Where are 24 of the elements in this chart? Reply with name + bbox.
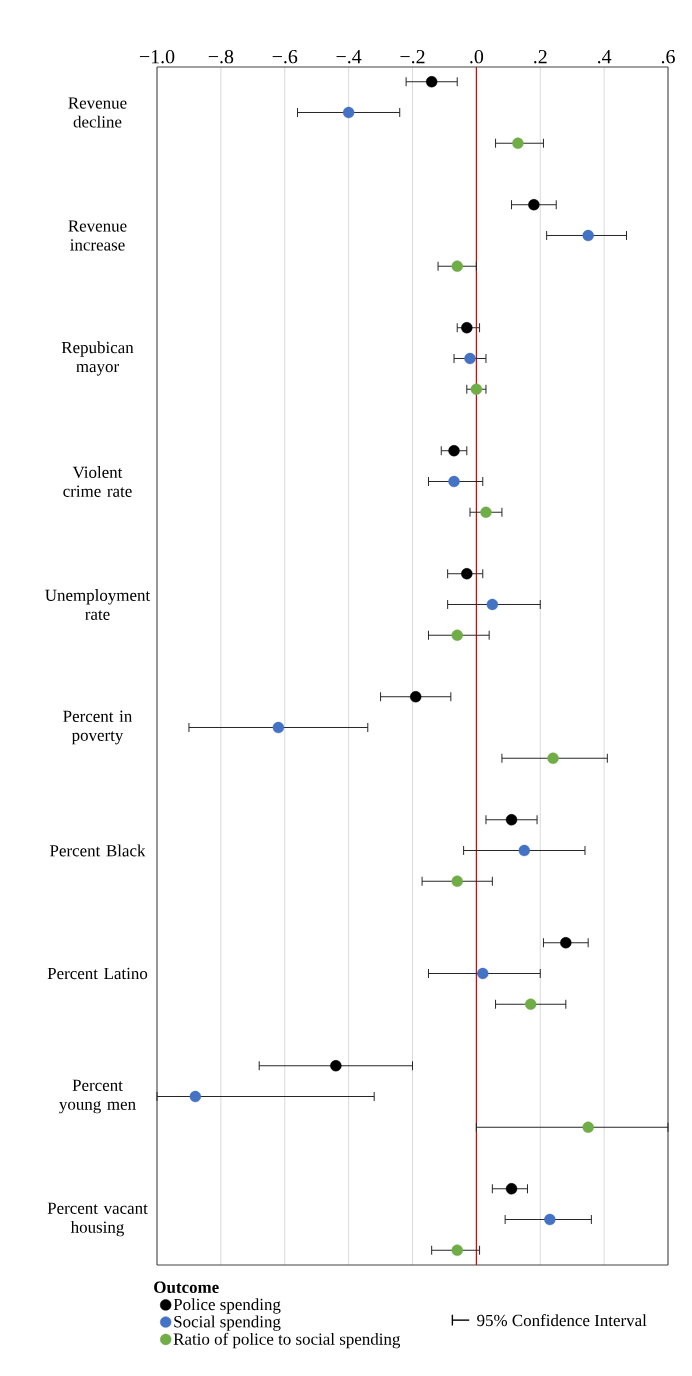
text: 95% Confidence Interval bbox=[477, 1314, 647, 1327]
legend-title: Outcome bbox=[154, 1281, 219, 1293]
y-tick-label: Percent Latino bbox=[47, 967, 148, 980]
y-tick-label: Unemployment rate bbox=[45, 589, 151, 620]
legend-label: Ratio of police to social spending bbox=[173, 1332, 401, 1349]
x-tick-label: .0 bbox=[470, 49, 484, 64]
x-tick-label: −.2 bbox=[400, 49, 425, 64]
x-tick-label: .2 bbox=[534, 49, 547, 64]
y-tick-label: Repubican mayor bbox=[61, 341, 134, 376]
x-tick-label: −.4 bbox=[336, 50, 362, 64]
x-tick-label: −1.0 bbox=[139, 49, 175, 64]
x-tick-label: .6 bbox=[661, 49, 675, 64]
y-tick-label: Revenue decline bbox=[68, 97, 127, 128]
x-tick-label: −.6 bbox=[272, 49, 298, 64]
y-tick-label: Revenue increase bbox=[68, 220, 127, 251]
y-tick-label: Percent in poverty bbox=[63, 710, 133, 745]
legend-label: Social spending bbox=[174, 1315, 281, 1331]
x-tick-label: −.8 bbox=[208, 49, 234, 64]
y-tick-label: Percent Black bbox=[50, 844, 146, 857]
y-tick-label: Percent young men bbox=[59, 1079, 136, 1114]
legend-label: Police spending bbox=[173, 1298, 281, 1314]
y-tick-label: Violent crime rate bbox=[63, 466, 132, 497]
y-tick-label: Percent vacant housing bbox=[47, 1202, 148, 1237]
x-tick-label: .4 bbox=[597, 50, 612, 64]
